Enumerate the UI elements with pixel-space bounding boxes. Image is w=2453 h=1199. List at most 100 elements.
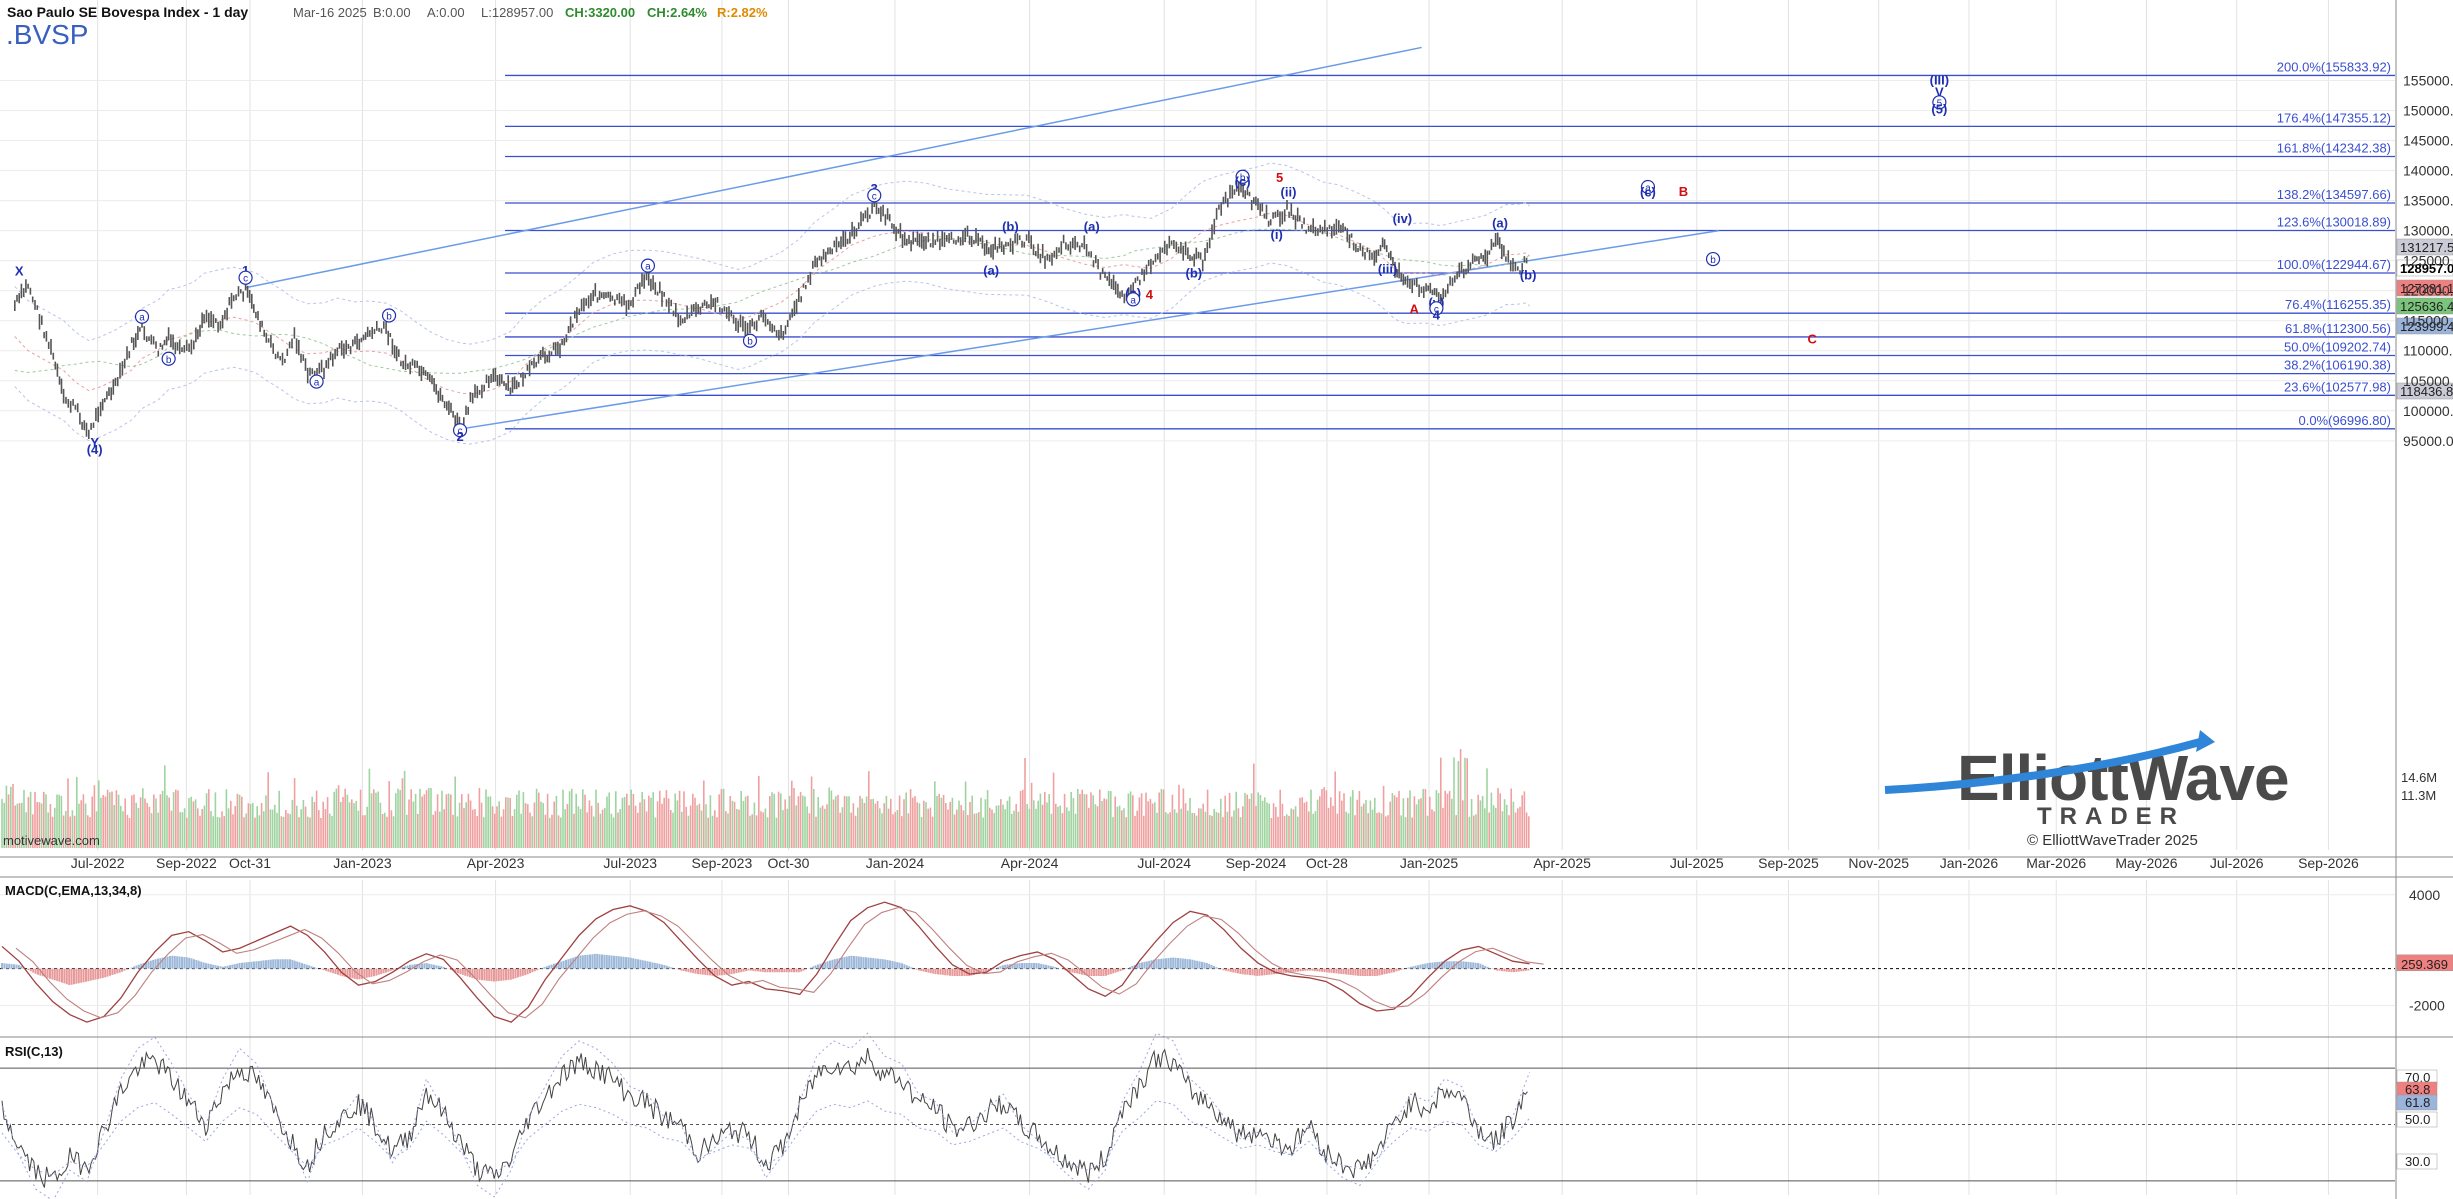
grid-lines [0,0,2395,1195]
y-tick-label: 95000.00 [2403,433,2453,449]
moving-average-line [14,228,1530,374]
wave-label: V [1935,85,1944,100]
price-panel[interactable]: 200.0%(155833.92) 176.4%(147355.12) 1 61.8%… [14,46,2453,457]
volume-label: 14.6M [2401,770,2437,785]
wave-label: a [1645,183,1651,194]
macd-line [1,901,1530,1023]
x-tick-label: Apr-2024 [1001,855,1059,871]
wave-label-circle [1705,251,1721,267]
wave-label: a [645,262,651,273]
macd-y-tick: 4000 [2409,887,2440,903]
wave-label: c [243,274,248,285]
y-tick-label: 125000.00 [2403,253,2453,269]
rsi-value-tag [2396,1111,2438,1128]
rsi-panel[interactable]: 70.063.861.8 50.0 30.0 [0,1032,2438,1199]
logo-arrow-icon [2196,730,2215,752]
x-tick-label: Apr-2025 [1533,855,1591,871]
wave-label: (iv) [1393,211,1413,226]
wave-label: a [314,378,320,389]
y-tick-label: 100000.00 [2403,403,2453,419]
volume-label: 11.3M [2401,788,2436,803]
wave-label: (III) [1930,73,1950,88]
moving-average-line [14,162,1530,345]
fib-level-label: 138.2%(134597.66) [2277,187,2391,202]
wave-label: a [139,313,145,324]
volume-bars-up [1,757,1515,848]
rsi-value-label: 70.0 [2405,1070,2430,1085]
rsi-value-label: 50.0 [2405,1112,2430,1127]
copyright-label: © ElliottWaveTrader 2025 [2027,832,2198,849]
x-tick-label: Sep-2026 [2298,855,2359,871]
fib-level-label: 50.0%(109202.74) [2284,340,2391,355]
fib-level-label: 200.0%(155833.92) [2277,59,2391,74]
fib-level-label: 38.2%(106190.38) [2284,358,2391,373]
price-tag [2396,238,2453,256]
macd-y-tick: -2000 [2409,997,2445,1013]
price-tag [2396,297,2453,315]
x-tick-label: Jan-2023 [333,855,392,871]
chart-title: Sao Paulo SE Bovespa Index - 1 day [7,4,248,20]
wave-label: Y [90,435,99,450]
wave-label: (c) [1640,184,1656,199]
wave-label: 1 [242,263,249,278]
wave-label: c [1434,304,1439,315]
fib-level-label: 61.8%(112300.56) [2285,321,2391,336]
x-tick-label: Mar-2026 [2026,855,2086,871]
price-tag [2396,382,2453,400]
price-tag-label: 128957.00 [2400,261,2453,276]
x-tick-label: Sep-2022 [156,855,217,871]
wave-label: 4 [1146,287,1154,302]
price-bars [14,180,1528,439]
wave-label: (a) [1084,219,1100,234]
wave-label: b [1710,255,1716,266]
trend-line [245,46,1422,289]
y-tick-label: 135000.00 [2403,193,2453,209]
x-tick-label: Sep-2025 [1758,855,1819,871]
fib-level-label: 176.4%(147355.12) [2277,110,2391,125]
wave-label: (i) [1271,227,1283,242]
x-tick-label: May-2026 [2115,855,2177,871]
x-tick-label: Sep-2023 [692,855,753,871]
y-tick-label: 130000.00 [2403,223,2453,239]
rsi-value-label: 30.0 [2405,1154,2430,1169]
wave-label: (ii) [1281,184,1297,199]
volume-bars-down [7,749,1530,848]
macd-title: MACD(C,EMA,13,34,8) [5,883,142,898]
price-tag-label: 127281.11 [2400,281,2453,296]
wave-label: b [386,312,392,323]
fib-level-label: 23.6%(102577.98) [2284,379,2391,394]
wave-label: (a) [1492,216,1508,231]
wave-label: (b) [1520,267,1537,282]
price-tag [2396,279,2453,297]
x-tick-label: Jul-2025 [1670,855,1724,871]
x-tick-label: Oct-31 [229,855,271,871]
wave-label-circle [1429,301,1444,316]
x-tick-label: Nov-2025 [1848,855,1909,871]
x-tick-label: Oct-28 [1306,855,1348,871]
wave-label: (a) [983,263,999,278]
wave-label: (5) [1931,102,1947,117]
wave-label-circle [381,308,397,323]
header-ask: A:0.00 [427,5,465,20]
logo-swoosh [1884,738,2202,794]
wave-label-circle [1640,179,1656,195]
x-tick-label: Jul-2024 [1137,855,1191,871]
header-change: CH:3320.00 [565,5,635,20]
wave-label-circle [1126,292,1141,307]
y-tick-label: 105000.00 [2403,373,2453,389]
fib-level-label: 0.0%(96996.80) [2298,413,2391,428]
price-tag-label: 123999.40 [2400,319,2453,334]
wave-label-circle [1235,169,1250,184]
x-tick-label: Jul-2023 [603,855,657,871]
moving-average-line [14,262,1530,445]
source-label: motivewave.com [3,833,100,848]
macd-panel[interactable]: 259.369 [0,901,2453,1023]
x-tick-label: Oct-30 [767,855,809,871]
y-tick-label: 120000.00 [2403,283,2453,299]
x-tick-label: Jul-2026 [2210,855,2264,871]
y-tick-label: 145000.00 [2403,133,2453,149]
wave-label-circle [742,333,758,348]
wave-label: (b) [1002,219,1019,234]
y-tick-label: 140000.00 [2403,163,2453,179]
wave-label-circle [1932,95,1947,110]
